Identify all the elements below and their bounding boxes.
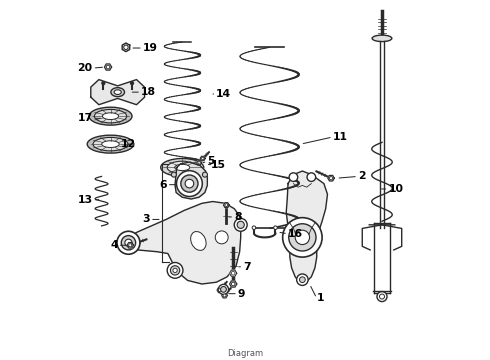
- Text: 16: 16: [288, 229, 303, 239]
- Ellipse shape: [167, 161, 197, 174]
- Polygon shape: [104, 64, 112, 70]
- Circle shape: [299, 277, 305, 283]
- Text: 17: 17: [77, 113, 93, 123]
- Circle shape: [252, 226, 256, 229]
- Polygon shape: [230, 270, 237, 276]
- Text: 7: 7: [243, 262, 251, 272]
- Text: 14: 14: [216, 89, 231, 99]
- Ellipse shape: [372, 35, 392, 41]
- Ellipse shape: [111, 87, 124, 96]
- Circle shape: [289, 173, 298, 181]
- Circle shape: [379, 294, 385, 299]
- Ellipse shape: [114, 90, 122, 94]
- Ellipse shape: [89, 107, 132, 125]
- Ellipse shape: [175, 164, 190, 171]
- Polygon shape: [91, 80, 145, 105]
- Text: 4: 4: [110, 240, 118, 250]
- Circle shape: [231, 271, 235, 275]
- Circle shape: [125, 239, 132, 246]
- Circle shape: [274, 226, 277, 229]
- Ellipse shape: [191, 231, 206, 251]
- Circle shape: [289, 224, 316, 251]
- Polygon shape: [223, 203, 229, 208]
- Text: 3: 3: [142, 215, 150, 224]
- Circle shape: [131, 82, 133, 85]
- Text: 19: 19: [143, 43, 158, 53]
- Circle shape: [219, 284, 228, 294]
- Circle shape: [129, 244, 132, 247]
- Ellipse shape: [87, 135, 134, 153]
- Ellipse shape: [93, 138, 128, 151]
- Ellipse shape: [95, 109, 126, 123]
- Circle shape: [225, 204, 228, 207]
- Ellipse shape: [161, 158, 204, 176]
- Circle shape: [176, 171, 202, 197]
- Text: 10: 10: [389, 184, 403, 194]
- Circle shape: [185, 179, 194, 188]
- Text: 6: 6: [159, 180, 167, 190]
- Text: 9: 9: [238, 289, 245, 299]
- Text: 11: 11: [333, 132, 348, 142]
- Circle shape: [172, 172, 176, 177]
- Circle shape: [201, 157, 204, 160]
- Ellipse shape: [102, 141, 119, 148]
- Text: 12: 12: [121, 139, 136, 149]
- Circle shape: [234, 219, 247, 231]
- Polygon shape: [217, 288, 223, 293]
- Text: 20: 20: [77, 63, 93, 73]
- Circle shape: [231, 282, 235, 286]
- Circle shape: [167, 262, 183, 278]
- Circle shape: [122, 235, 136, 250]
- Polygon shape: [128, 202, 241, 284]
- Polygon shape: [196, 161, 201, 165]
- Text: Diagram: Diagram: [227, 348, 263, 357]
- Polygon shape: [230, 281, 237, 287]
- Circle shape: [329, 177, 333, 180]
- Text: 13: 13: [77, 195, 93, 205]
- Polygon shape: [200, 156, 205, 161]
- Circle shape: [124, 45, 128, 49]
- Text: 1: 1: [317, 293, 324, 303]
- Circle shape: [173, 268, 177, 273]
- Polygon shape: [175, 162, 207, 199]
- Circle shape: [296, 274, 308, 285]
- Polygon shape: [286, 171, 327, 282]
- Ellipse shape: [102, 113, 119, 120]
- Circle shape: [223, 294, 226, 297]
- Circle shape: [283, 218, 322, 257]
- Circle shape: [307, 173, 316, 181]
- Polygon shape: [127, 243, 133, 248]
- Text: 8: 8: [234, 212, 242, 222]
- Text: 2: 2: [358, 171, 366, 181]
- Circle shape: [295, 230, 310, 244]
- Text: 15: 15: [211, 159, 226, 170]
- Text: 18: 18: [141, 87, 156, 97]
- Circle shape: [202, 172, 207, 177]
- Circle shape: [117, 231, 140, 254]
- Circle shape: [171, 266, 180, 275]
- Circle shape: [106, 65, 110, 69]
- Circle shape: [102, 82, 105, 85]
- Circle shape: [181, 175, 198, 192]
- Circle shape: [220, 287, 226, 292]
- Circle shape: [198, 162, 200, 164]
- Text: 5: 5: [207, 156, 215, 166]
- Polygon shape: [122, 43, 130, 51]
- Polygon shape: [221, 293, 227, 298]
- Circle shape: [377, 292, 387, 302]
- Circle shape: [219, 289, 221, 292]
- Circle shape: [237, 221, 245, 228]
- Polygon shape: [328, 175, 334, 181]
- Circle shape: [215, 231, 228, 244]
